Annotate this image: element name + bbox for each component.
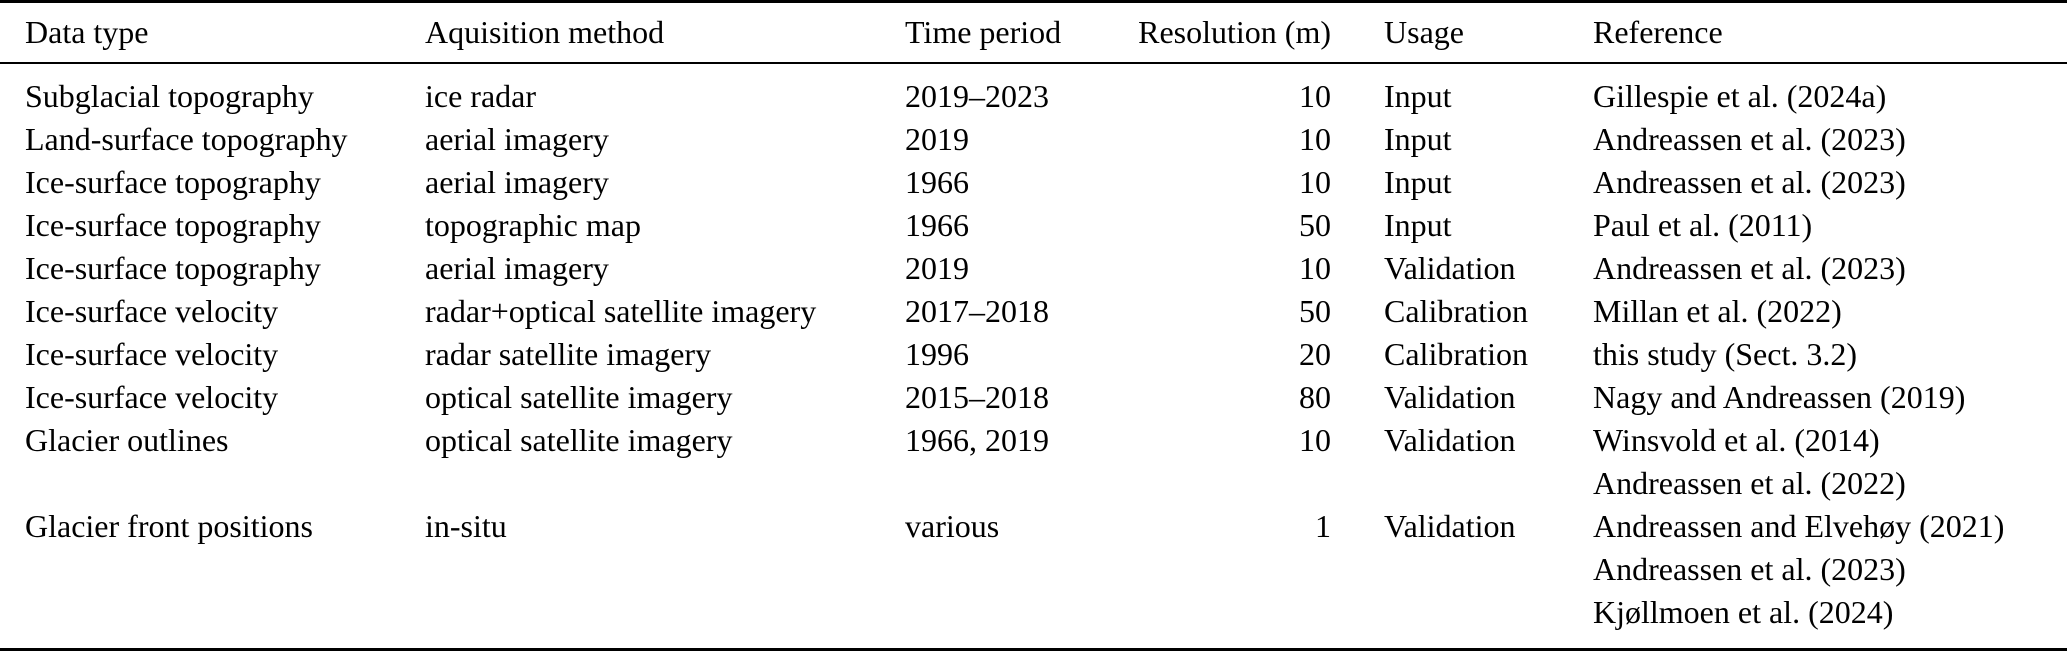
cell-usage: Input: [1384, 206, 1452, 243]
cell-data-type: Ice-surface topography: [25, 206, 321, 243]
cell-period: 2019: [905, 249, 969, 286]
cell-usage: Validation: [1384, 507, 1516, 544]
cell-period: 2015–2018: [905, 378, 1049, 415]
table-row: Land-surface topography aerial imagery 2…: [0, 118, 2067, 161]
cell-period: 1966: [905, 163, 969, 200]
reference-line: Andreassen et al. (2022): [1593, 464, 1906, 501]
table-row: Subglacial topography ice radar 2019–202…: [0, 63, 2067, 118]
cell-method: aerial imagery: [425, 120, 609, 157]
cell-period: 1966: [905, 206, 969, 243]
cell-usage: Calibration: [1384, 335, 1528, 372]
cell-resolution: 80: [1299, 378, 1331, 415]
reference-line: this study (Sect. 3.2): [1593, 335, 1857, 372]
cell-reference: this study (Sect. 3.2): [1568, 333, 2067, 376]
cell-resolution: 10: [1299, 421, 1331, 458]
cell-usage: Input: [1384, 163, 1452, 200]
cell-method: radar satellite imagery: [425, 335, 712, 372]
cell-period: 2019: [905, 120, 969, 157]
cell-period: various: [905, 507, 1000, 544]
cell-resolution: 20: [1299, 335, 1331, 372]
cell-resolution: 1: [1315, 507, 1331, 544]
reference-line: Nagy and Andreassen (2019): [1593, 378, 1966, 415]
cell-method: radar+optical satellite imagery: [425, 292, 817, 329]
column-header-reference: Reference: [1568, 1, 2067, 64]
cell-method: topographic map: [425, 206, 641, 243]
table-row: Ice-surface topography aerial imagery 19…: [0, 161, 2067, 204]
cell-usage: Input: [1384, 77, 1452, 114]
column-header-acquisition-method: Aquisition method: [400, 1, 880, 64]
cell-reference: Millan et al. (2022): [1568, 290, 2067, 333]
table-header: Data type Aquisition method Time period …: [0, 1, 2067, 64]
table-row: Ice-surface topography topographic map 1…: [0, 204, 2067, 247]
table-row: Glacier front positions in-situ various …: [0, 505, 2067, 650]
column-header-data-type: Data type: [0, 1, 400, 64]
reference-line: Gillespie et al. (2024a): [1593, 77, 1887, 114]
cell-reference: Andreassen et al. (2023): [1568, 118, 2067, 161]
cell-data-type: Land-surface topography: [25, 120, 348, 157]
cell-data-type: Ice-surface velocity: [25, 378, 279, 415]
cell-method: aerial imagery: [425, 163, 609, 200]
cell-reference: Paul et al. (2011): [1568, 204, 2067, 247]
cell-resolution: 10: [1299, 120, 1331, 157]
cell-data-type: Glacier outlines: [25, 421, 229, 458]
table-row: Ice-surface velocity optical satellite i…: [0, 376, 2067, 419]
cell-usage: Validation: [1384, 421, 1516, 458]
cell-period: 2017–2018: [905, 292, 1049, 329]
cell-method: optical satellite imagery: [425, 421, 733, 458]
table-row: Ice-surface topography aerial imagery 20…: [0, 247, 2067, 290]
cell-usage: Validation: [1384, 249, 1516, 286]
cell-usage: Validation: [1384, 378, 1516, 415]
header-row: Data type Aquisition method Time period …: [0, 1, 2067, 64]
cell-usage: Calibration: [1384, 292, 1528, 329]
cell-resolution: 50: [1299, 292, 1331, 329]
cell-data-type: Ice-surface topography: [25, 163, 321, 200]
cell-resolution: 10: [1299, 163, 1331, 200]
cell-period: 2019–2023: [905, 77, 1049, 114]
cell-reference: Andreassen et al. (2023): [1568, 247, 2067, 290]
cell-reference: Gillespie et al. (2024a): [1568, 63, 2067, 118]
cell-method: in-situ: [425, 507, 507, 544]
cell-reference: Andreassen and Elvehøy (2021) Andreassen…: [1568, 505, 2067, 650]
cell-resolution: 10: [1299, 77, 1331, 114]
cell-data-type: Glacier front positions: [25, 507, 313, 544]
cell-method: ice radar: [425, 77, 537, 114]
cell-data-type: Ice-surface velocity: [25, 335, 279, 372]
cell-method: aerial imagery: [425, 249, 609, 286]
cell-usage: Input: [1384, 120, 1452, 157]
column-header-time-period: Time period: [880, 1, 1100, 64]
cell-method: optical satellite imagery: [425, 378, 733, 415]
reference-line: Andreassen et al. (2023): [1593, 550, 1906, 587]
cell-reference: Nagy and Andreassen (2019): [1568, 376, 2067, 419]
cell-reference: Winsvold et al. (2014) Andreassen et al.…: [1568, 419, 2067, 505]
column-header-usage: Usage: [1331, 1, 1568, 64]
column-header-resolution: Resolution (m): [1100, 1, 1331, 64]
reference-line: Paul et al. (2011): [1593, 206, 1813, 243]
reference-line: Winsvold et al. (2014): [1593, 421, 1880, 458]
reference-line: Andreassen et al. (2023): [1593, 163, 1906, 200]
cell-period: 1966, 2019: [905, 421, 1049, 458]
reference-line: Andreassen et al. (2023): [1593, 120, 1906, 157]
reference-line: Millan et al. (2022): [1593, 292, 1842, 329]
cell-resolution: 10: [1299, 249, 1331, 286]
reference-line: Kjøllmoen et al. (2024): [1593, 593, 1894, 630]
reference-line: Andreassen et al. (2023): [1593, 249, 1906, 286]
cell-resolution: 50: [1299, 206, 1331, 243]
table-row: Glacier outlines optical satellite image…: [0, 419, 2067, 505]
cell-data-type: Ice-surface topography: [25, 249, 321, 286]
table-row: Ice-surface velocity radar satellite ima…: [0, 333, 2067, 376]
table-row: Ice-surface velocity radar+optical satel…: [0, 290, 2067, 333]
cell-data-type: Ice-surface velocity: [25, 292, 279, 329]
cell-period: 1996: [905, 335, 969, 372]
cell-data-type: Subglacial topography: [25, 77, 314, 114]
reference-line: Andreassen and Elvehøy (2021): [1593, 507, 2005, 544]
table-body: Subglacial topography ice radar 2019–202…: [0, 63, 2067, 650]
cell-reference: Andreassen et al. (2023): [1568, 161, 2067, 204]
